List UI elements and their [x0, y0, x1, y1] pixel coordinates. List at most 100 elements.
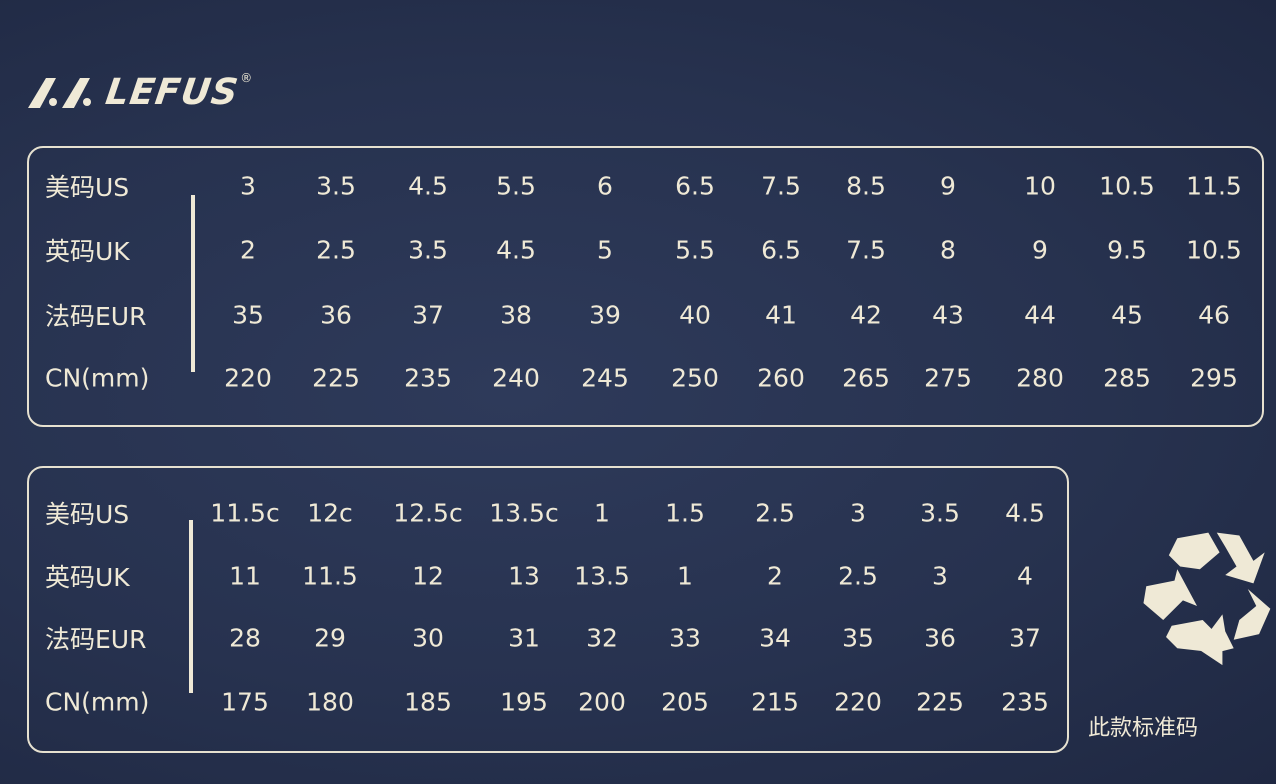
size-cell-adult-uk: 2.5 [316, 235, 356, 265]
row-label-uk: 英码UK [45, 563, 130, 592]
registered-mark: ® [240, 71, 253, 85]
size-cell-kids-cn: 200 [578, 687, 626, 717]
size-cell-adult-uk: 6.5 [761, 235, 801, 265]
size-cell-adult-eur: 43 [932, 300, 964, 330]
size-cell-kids-cn: 180 [306, 687, 354, 717]
size-cell-adult-cn: 260 [757, 363, 805, 393]
size-cell-adult-uk: 5 [597, 235, 613, 265]
size-cell-adult-eur: 44 [1024, 300, 1056, 330]
size-cell-kids-eur: 31 [508, 623, 540, 653]
size-cell-kids-us: 1 [594, 498, 610, 528]
size-cell-adult-cn: 225 [312, 363, 360, 393]
size-cell-adult-uk: 7.5 [846, 235, 886, 265]
size-cell-kids-uk: 2 [767, 561, 783, 591]
size-cell-adult-eur: 36 [320, 300, 352, 330]
size-cell-kids-us: 12.5c [393, 498, 463, 528]
divider-line [191, 195, 195, 372]
size-cell-adult-eur: 37 [412, 300, 444, 330]
size-cell-adult-cn: 245 [581, 363, 629, 393]
size-cell-adult-cn: 240 [492, 363, 540, 393]
brand-name: LEFUS [103, 71, 242, 113]
size-cell-adult-uk: 10.5 [1186, 235, 1242, 265]
size-cell-kids-cn: 185 [404, 687, 452, 717]
size-cell-kids-uk: 3 [932, 561, 948, 591]
row-label-eur: 法码EUR [45, 625, 147, 654]
size-cell-adult-uk: 3.5 [408, 235, 448, 265]
size-cell-adult-uk: 9 [1032, 235, 1048, 265]
size-cell-kids-uk: 11 [229, 561, 261, 591]
standard-size-caption: 此款标准码 [1088, 716, 1199, 741]
size-cell-kids-uk: 11.5 [302, 561, 358, 591]
size-cell-kids-eur: 30 [412, 623, 444, 653]
size-cell-adult-cn: 265 [842, 363, 890, 393]
size-cell-adult-us: 6.5 [675, 171, 715, 201]
size-cell-adult-us: 5.5 [496, 171, 536, 201]
recycle-icon [1143, 532, 1271, 666]
size-cell-kids-uk: 12 [412, 561, 444, 591]
size-cell-adult-cn: 220 [224, 363, 272, 393]
size-cell-adult-uk: 4.5 [496, 235, 536, 265]
size-cell-adult-us: 11.5 [1186, 171, 1242, 201]
size-cell-adult-cn: 280 [1016, 363, 1064, 393]
size-cell-kids-eur: 29 [314, 623, 346, 653]
size-cell-kids-eur: 32 [586, 623, 618, 653]
row-label-us: 美码US [45, 500, 130, 529]
size-cell-kids-cn: 215 [751, 687, 799, 717]
size-cell-adult-us: 3 [240, 171, 256, 201]
size-cell-adult-uk: 9.5 [1107, 235, 1147, 265]
size-cell-kids-eur: 33 [669, 623, 701, 653]
size-cell-adult-cn: 295 [1190, 363, 1238, 393]
size-cell-adult-us: 7.5 [761, 171, 801, 201]
size-cell-kids-eur: 37 [1009, 623, 1041, 653]
size-cell-adult-us: 10 [1024, 171, 1056, 201]
size-cell-adult-uk: 8 [940, 235, 956, 265]
size-cell-kids-uk: 2.5 [838, 561, 878, 591]
size-cell-kids-uk: 13 [508, 561, 540, 591]
size-table-adult [27, 146, 1264, 427]
divider-line [189, 520, 193, 693]
size-cell-kids-us: 1.5 [665, 498, 705, 528]
size-cell-adult-cn: 285 [1103, 363, 1151, 393]
size-cell-kids-uk: 4 [1017, 561, 1033, 591]
size-cell-adult-us: 6 [597, 171, 613, 201]
size-cell-kids-uk: 1 [677, 561, 693, 591]
row-label-us: 美码US [45, 173, 130, 202]
size-cell-adult-uk: 5.5 [675, 235, 715, 265]
size-cell-adult-cn: 235 [404, 363, 452, 393]
size-cell-kids-cn: 235 [1001, 687, 1049, 717]
size-cell-kids-cn: 220 [834, 687, 882, 717]
logo-mark-icon [28, 78, 91, 108]
size-cell-kids-us: 11.5c [210, 498, 280, 528]
size-cell-kids-eur: 34 [759, 623, 791, 653]
row-label-eur: 法码EUR [45, 302, 147, 331]
row-label-uk: 英码UK [45, 237, 130, 266]
size-cell-kids-eur: 36 [924, 623, 956, 653]
brand-logo: LEFUS ® [26, 70, 252, 114]
size-cell-adult-cn: 250 [671, 363, 719, 393]
row-label-cn: CN(mm) [45, 363, 150, 393]
size-cell-kids-us: 4.5 [1005, 498, 1045, 528]
size-cell-kids-us: 2.5 [755, 498, 795, 528]
size-cell-adult-us: 8.5 [846, 171, 886, 201]
size-cell-adult-eur: 42 [850, 300, 882, 330]
size-cell-kids-us: 3 [850, 498, 866, 528]
size-cell-adult-eur: 41 [765, 300, 797, 330]
size-cell-adult-uk: 2 [240, 235, 256, 265]
size-cell-adult-eur: 46 [1198, 300, 1230, 330]
size-cell-kids-eur: 35 [842, 623, 874, 653]
size-cell-kids-us: 12c [307, 498, 353, 528]
size-cell-kids-cn: 225 [916, 687, 964, 717]
size-cell-adult-eur: 39 [589, 300, 621, 330]
size-cell-adult-us: 3.5 [316, 171, 356, 201]
size-cell-adult-eur: 38 [500, 300, 532, 330]
row-label-cn: CN(mm) [45, 687, 150, 717]
size-cell-kids-us: 13.5c [489, 498, 559, 528]
size-cell-adult-us: 9 [940, 171, 956, 201]
size-cell-adult-eur: 35 [232, 300, 264, 330]
size-cell-adult-eur: 45 [1111, 300, 1143, 330]
size-cell-kids-cn: 195 [500, 687, 548, 717]
size-cell-kids-cn: 205 [661, 687, 709, 717]
size-cell-kids-us: 3.5 [920, 498, 960, 528]
size-cell-adult-cn: 275 [924, 363, 972, 393]
size-cell-adult-eur: 40 [679, 300, 711, 330]
